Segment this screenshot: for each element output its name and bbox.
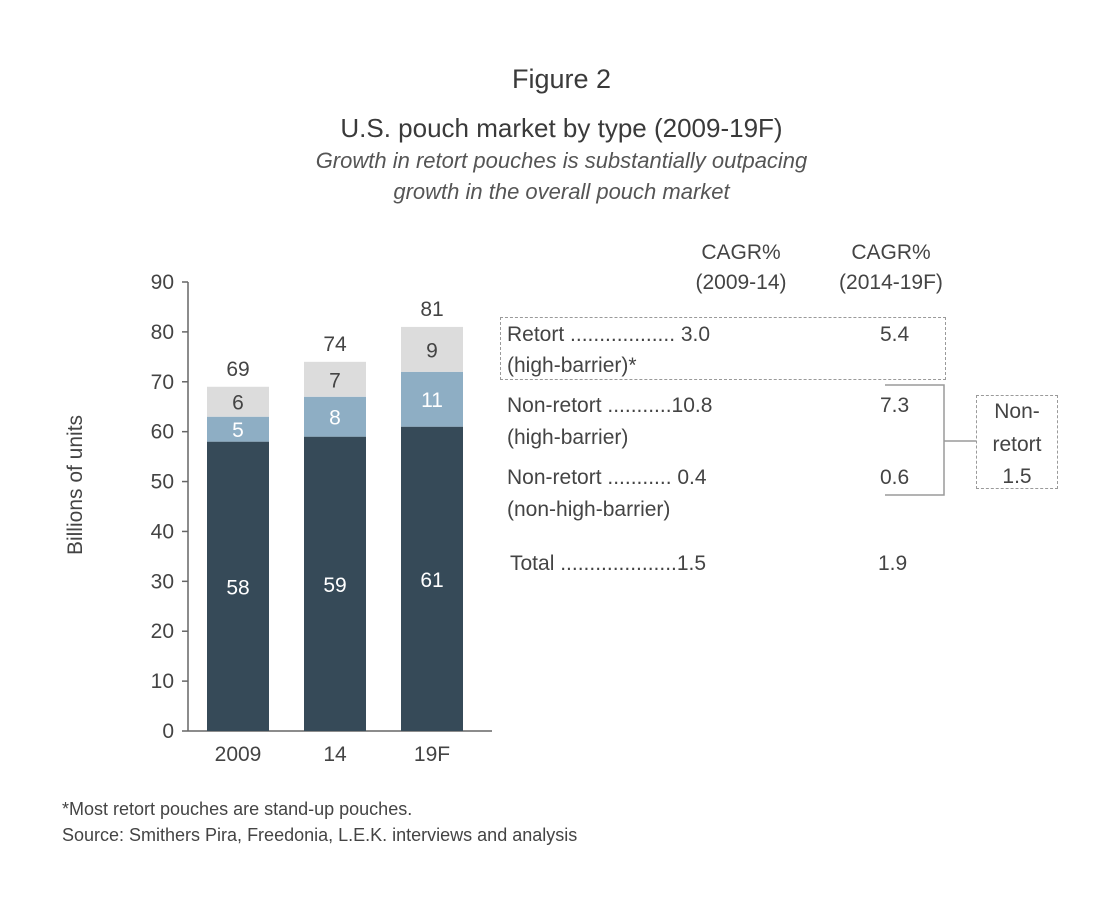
chart-subtitle-line-1: Growth in retort pouches is substantiall… xyxy=(315,148,808,173)
chart-title: U.S. pouch market by type (2009-19F) xyxy=(340,113,783,143)
cagr-col1-header-line1: CAGR% xyxy=(701,241,781,264)
total-row-label: Total ....................1.5 xyxy=(510,552,707,575)
bar-total-label: 81 xyxy=(420,298,443,321)
segment-value-label: 5 xyxy=(232,419,244,442)
x-tick-label: 19F xyxy=(414,743,450,766)
y-tick-label: 60 xyxy=(151,421,174,444)
non-retort-nhb-row-sublabel: (non-high-barrier) xyxy=(507,498,671,521)
x-tick-label: 14 xyxy=(323,743,347,766)
chart-bars xyxy=(207,326,463,731)
bar-segment xyxy=(207,416,269,442)
segment-value-label: 11 xyxy=(421,389,443,412)
retort-row-label: Retort .................. 3.0 xyxy=(507,323,711,346)
chart-subtitle-line-2: growth in the overall pouch market xyxy=(393,179,730,204)
retort-row-col2: 5.4 xyxy=(880,323,910,346)
segment-value-label: 8 xyxy=(329,407,341,430)
y-tick-label: 30 xyxy=(151,570,174,593)
segment-value-label: 58 xyxy=(226,576,249,599)
cagr-col2-header-line1: CAGR% xyxy=(851,241,931,264)
bar-segment xyxy=(401,426,463,731)
y-axis-title: Billions of units xyxy=(64,415,87,555)
bar-total-label: 74 xyxy=(323,333,347,356)
cagr-col1-header-line2: (2009-14) xyxy=(695,271,787,294)
non-retort-box-line3: 1.5 xyxy=(1002,465,1032,488)
non-retort-hb-row-sublabel: (high-barrier) xyxy=(507,426,629,449)
y-tick-label: 10 xyxy=(151,670,174,693)
y-tick-label: 80 xyxy=(151,321,174,344)
total-row-col2: 1.9 xyxy=(878,552,908,575)
non-retort-hb-row-col2: 7.3 xyxy=(880,394,910,417)
bar-total-label: 69 xyxy=(226,358,249,381)
segment-value-label: 6 xyxy=(232,392,244,415)
y-tick-label: 50 xyxy=(151,471,174,494)
retort-highlight-box xyxy=(500,317,946,380)
y-tick-label: 70 xyxy=(151,371,174,394)
non-retort-box-line2: retort xyxy=(992,433,1042,456)
y-tick-label: 20 xyxy=(151,620,174,643)
chart-labels: 58 5 6 69 2009 59 8 7 74 14 61 11 9 81 19F xyxy=(215,298,450,766)
bar-segment xyxy=(207,386,269,417)
bar-segment xyxy=(304,396,366,437)
non-retort-nhb-row-label: Non-retort ........... 0.4 xyxy=(507,466,707,489)
bar-segment xyxy=(304,361,366,397)
y-axis-title-group: Billions of units xyxy=(64,415,87,555)
y-tick-label: 40 xyxy=(151,520,174,543)
non-retort-hb-row-label: Non-retort ...........10.8 xyxy=(507,394,713,417)
figure-label: Figure 2 xyxy=(511,64,612,94)
segment-value-label: 9 xyxy=(426,339,438,362)
x-tick-label: 2009 xyxy=(215,743,262,766)
cagr-col2-header-line2: (2014-19F) xyxy=(839,271,943,294)
y-tick-label: 90 xyxy=(151,271,174,294)
non-retort-nhb-row-col2: 0.6 xyxy=(880,466,910,489)
source-note: Source: Smithers Pira, Freedonia, L.E.K.… xyxy=(62,825,578,845)
footnote: *Most retort pouches are stand-up pouche… xyxy=(62,799,413,819)
bar-segment xyxy=(401,371,463,427)
segment-value-label: 61 xyxy=(420,569,443,592)
retort-row-sublabel: (high-barrier)* xyxy=(507,354,637,377)
bar-segment xyxy=(401,326,463,372)
non-retort-box-line1: Non- xyxy=(994,400,1040,423)
segment-value-label: 7 xyxy=(329,369,341,392)
y-tick-label: 0 xyxy=(162,720,174,743)
bar-segment xyxy=(207,441,269,731)
bar-segment xyxy=(304,436,366,731)
chart-axes: 0 10 20 30 40 50 60 70 80 90 xyxy=(151,271,492,743)
non-retort-cagr-box xyxy=(976,395,1058,489)
segment-value-label: 59 xyxy=(323,574,346,597)
